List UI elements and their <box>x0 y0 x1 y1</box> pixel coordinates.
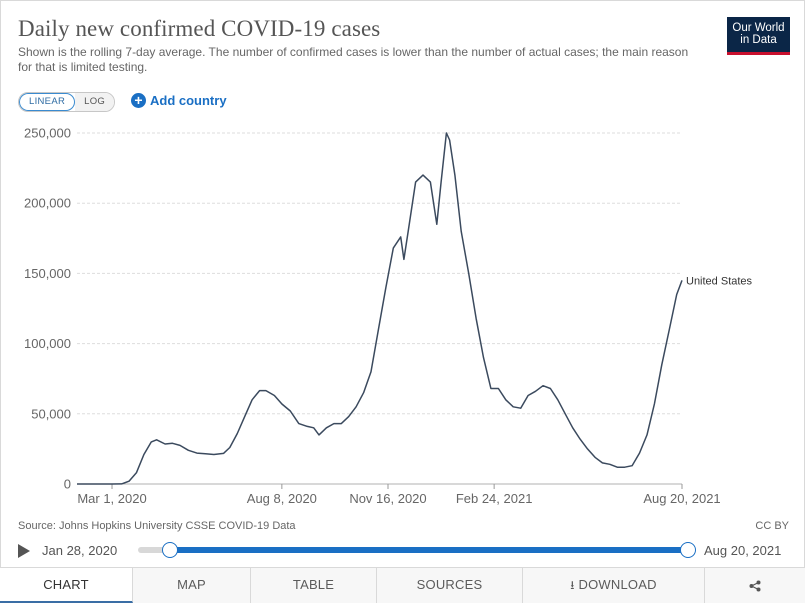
share-icon <box>749 580 761 591</box>
tab-share[interactable] <box>705 568 805 603</box>
logo-line-1: Our World <box>732 22 785 34</box>
download-icon: ⭳ <box>570 578 575 592</box>
tab-download[interactable]: ⭳ DOWNLOAD <box>523 568 705 603</box>
y-tick-label: 250,000 <box>24 126 71 141</box>
tab-sources[interactable]: SOURCES <box>377 568 523 603</box>
play-icon[interactable] <box>18 544 30 558</box>
tab-map[interactable]: MAP <box>133 568 251 603</box>
owid-logo[interactable]: Our World in Data <box>727 17 790 55</box>
scale-toggle[interactable]: LINEAR LOG <box>18 92 116 112</box>
scale-log-button[interactable]: LOG <box>75 93 115 111</box>
tab-table[interactable]: TABLE <box>251 568 377 603</box>
scale-linear-button[interactable]: LINEAR <box>19 93 76 111</box>
timeline-start-label: Jan 28, 2020 <box>42 543 118 558</box>
y-tick-label: 150,000 <box>24 266 71 281</box>
series-label-united-states: United States <box>686 275 753 287</box>
x-tick-label: Aug 8, 2020 <box>247 491 317 506</box>
download-label: DOWNLOAD <box>578 577 657 592</box>
x-axis-ticks: Mar 1, 2020 Aug 8, 2020 Nov 16, 2020 Feb 24… <box>77 484 721 506</box>
license-link[interactable]: CC BY <box>755 520 789 532</box>
x-tick-label: Aug 20, 2021 <box>643 491 720 506</box>
timeline-range <box>170 547 688 553</box>
x-tick-label: Feb 24, 2021 <box>456 491 533 506</box>
x-tick-label: Mar 1, 2020 <box>77 491 146 506</box>
line-chart: 0 50,000 100,000 150,000 200,000 250,000 Mar … <box>24 126 753 507</box>
plus-icon: + <box>131 93 146 108</box>
chart-grid <box>77 132 682 485</box>
chart-title: Daily new confirmed COVID-19 cases <box>18 16 381 41</box>
logo-line-2: in Data <box>740 34 777 46</box>
y-tick-label: 200,000 <box>24 196 71 211</box>
y-tick-label: 0 <box>64 477 71 492</box>
x-tick-label: Nov 16, 2020 <box>349 491 426 506</box>
series-line-united-states <box>77 132 683 485</box>
timeline-start-handle[interactable] <box>162 542 178 558</box>
timeline-end-label: Aug 20, 2021 <box>704 543 782 558</box>
tab-chart[interactable]: CHART <box>0 568 133 603</box>
y-tick-label: 50,000 <box>31 406 71 421</box>
add-country-button[interactable]: + Add country <box>131 93 227 108</box>
timeline: Jan 28, 2020 Aug 20, 2021 <box>18 540 793 562</box>
footer-tabs: CHART MAP TABLE SOURCES ⭳ DOWNLOAD <box>0 567 805 603</box>
add-country-label: Add country <box>150 93 227 108</box>
y-tick-label: 100,000 <box>24 336 71 351</box>
chart-subtitle: Shown is the rolling 7-day average. The … <box>18 45 689 74</box>
source-note: Source: Johns Hopkins University CSSE CO… <box>18 520 296 532</box>
chart-series: United States <box>77 132 753 485</box>
timeline-end-handle[interactable] <box>680 542 696 558</box>
y-axis-ticks: 0 50,000 100,000 150,000 200,000 250,000 <box>24 126 71 492</box>
